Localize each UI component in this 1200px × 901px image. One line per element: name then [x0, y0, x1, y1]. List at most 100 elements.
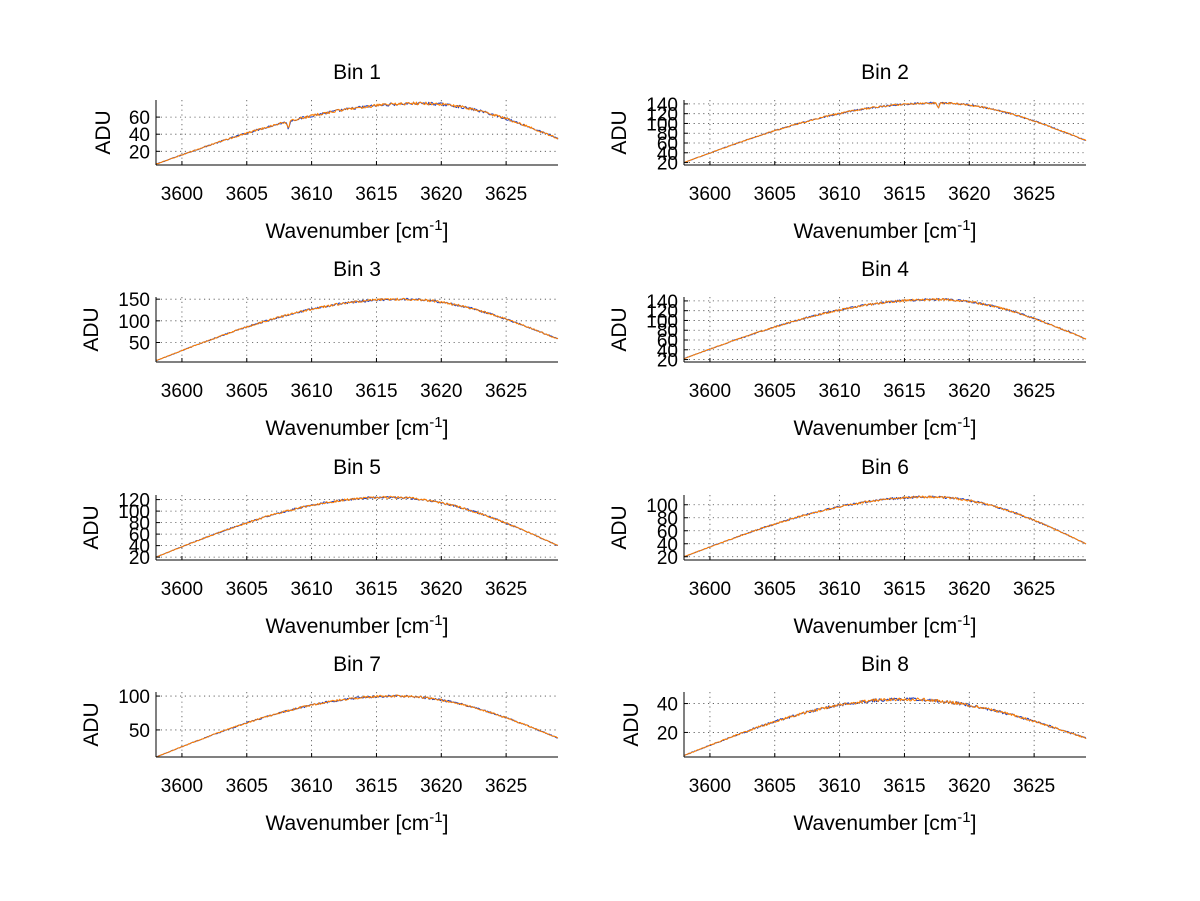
- x-axis-label-main: Wavenumber [cm: [266, 417, 430, 440]
- x-axis-label-close: ]: [443, 417, 449, 440]
- x-tick-label: 3615: [883, 381, 925, 402]
- x-axis-label: Wavenumber [cm-1]: [266, 809, 449, 835]
- y-tick-label: 120: [646, 105, 678, 126]
- x-axis-label-superscript: -1: [957, 414, 970, 431]
- x-tick-label: 3625: [485, 381, 527, 402]
- series-line-2: [155, 495, 559, 558]
- y-tick-label: 150: [118, 290, 150, 311]
- series-line-1: [155, 496, 559, 558]
- x-axis-label-main: Wavenumber [cm: [794, 417, 958, 440]
- x-tick-label: 3600: [689, 184, 731, 205]
- y-tick-label: 20: [129, 142, 150, 163]
- x-tick-label: 3600: [161, 184, 203, 205]
- x-tick-label: 3620: [420, 184, 462, 205]
- x-tick-label: 3615: [355, 381, 397, 402]
- x-axis-label-superscript: -1: [957, 809, 970, 826]
- subplot-8: Bin 8 3600 3605 3610 3615 3620 3625 20 40 Wavenum…: [620, 653, 1087, 835]
- x-tick-label: 3620: [948, 381, 990, 402]
- x-tick-label: 3625: [1013, 579, 1055, 600]
- x-tick-label: 3625: [485, 579, 527, 600]
- x-tick-label: 3610: [290, 184, 332, 205]
- series-line-2: [155, 101, 559, 165]
- y-tick-label: 20: [129, 548, 150, 569]
- x-tick-label: 3620: [420, 579, 462, 600]
- x-axis-label-close: ]: [971, 615, 977, 638]
- subplot-title: Bin 2: [861, 61, 909, 84]
- x-axis-label: Wavenumber [cm-1]: [794, 809, 977, 835]
- x-tick-label: 3615: [355, 579, 397, 600]
- x-tick-label: 3610: [818, 184, 860, 205]
- x-axis-label-close: ]: [971, 417, 977, 440]
- subplot-2: Bin 2 3600 3605 3610 3615 3620 3625 20406080100…: [608, 61, 1087, 243]
- x-tick-label: 3605: [754, 381, 796, 402]
- y-tick-label: 20: [657, 723, 678, 744]
- x-tick-label: 3625: [1013, 184, 1055, 205]
- y-tick-label: 20: [657, 548, 678, 569]
- x-axis-label-main: Wavenumber [cm: [266, 812, 430, 835]
- y-tick-label: 100: [646, 311, 678, 332]
- x-tick-label: 3625: [485, 776, 527, 797]
- y-tick-label: 60: [657, 331, 678, 352]
- y-tick-label: 40: [657, 341, 678, 362]
- x-axis-label-close: ]: [443, 220, 449, 243]
- x-tick-label: 3615: [883, 579, 925, 600]
- x-tick-label: 3610: [290, 579, 332, 600]
- y-tick-label: 20: [657, 154, 678, 175]
- x-axis-label-superscript: -1: [429, 217, 442, 234]
- x-tick-label: 3600: [689, 579, 731, 600]
- y-tick-label: 40: [129, 537, 150, 558]
- y-axis-label: ADU: [80, 702, 103, 746]
- x-tick-label: 3605: [754, 184, 796, 205]
- x-tick-label: 3610: [290, 776, 332, 797]
- subplot-title: Bin 5: [333, 456, 381, 479]
- y-tick-label: 140: [646, 292, 678, 313]
- subplot-title: Bin 3: [333, 258, 381, 281]
- x-axis-label-main: Wavenumber [cm: [794, 220, 958, 243]
- x-tick-label: 3610: [818, 579, 860, 600]
- x-axis-label-superscript: -1: [957, 217, 970, 234]
- subplot-4: Bin 4 3600 3605 3610 3615 3620 3625 20406080100…: [608, 258, 1087, 440]
- y-tick-label: 120: [118, 491, 150, 512]
- y-tick-label: 40: [129, 125, 150, 146]
- x-tick-label: 3615: [355, 776, 397, 797]
- subplot-title: Bin 4: [861, 258, 909, 281]
- y-axis-label: ADU: [620, 702, 643, 746]
- x-tick-label: 3605: [754, 776, 796, 797]
- series-line-2: [155, 694, 559, 758]
- x-axis-label-main: Wavenumber [cm: [794, 812, 958, 835]
- subplot-title: Bin 1: [333, 61, 381, 84]
- x-axis-label-superscript: -1: [957, 612, 970, 629]
- x-tick-label: 3605: [226, 776, 268, 797]
- x-tick-label: 3605: [754, 579, 796, 600]
- x-tick-label: 3610: [818, 776, 860, 797]
- subplot-title: Bin 7: [333, 653, 381, 676]
- x-tick-label: 3620: [948, 184, 990, 205]
- y-tick-label: 20: [657, 351, 678, 372]
- x-tick-label: 3625: [485, 184, 527, 205]
- series-line-2: [683, 101, 1087, 163]
- x-axis-label: Wavenumber [cm-1]: [794, 612, 977, 638]
- series-line-2: [683, 697, 1087, 756]
- x-axis-label-superscript: -1: [429, 612, 442, 629]
- subplot-7: Bin 7 3600 3605 3610 3615 3620 3625 50 100 Wavenu…: [80, 653, 559, 835]
- series-line-2: [683, 297, 1087, 359]
- x-axis-label: Wavenumber [cm-1]: [794, 217, 977, 243]
- y-tick-label: 40: [657, 695, 678, 716]
- x-axis-label-close: ]: [971, 812, 977, 835]
- x-tick-label: 3600: [161, 776, 203, 797]
- y-tick-label: 80: [657, 321, 678, 342]
- subplot-6: Bin 6 3600 3605 3610 3615 3620 3625 20406080100…: [608, 456, 1087, 638]
- subplot-title: Bin 8: [861, 653, 909, 676]
- y-tick-label: 80: [657, 124, 678, 145]
- x-axis-label-main: Wavenumber [cm: [266, 615, 430, 638]
- x-tick-label: 3600: [689, 381, 731, 402]
- subplot-title: Bin 6: [861, 456, 909, 479]
- x-tick-label: 3620: [948, 579, 990, 600]
- y-tick-label: 140: [646, 95, 678, 116]
- x-tick-label: 3620: [420, 776, 462, 797]
- series-line-1: [683, 101, 1087, 163]
- x-tick-label: 3600: [161, 381, 203, 402]
- y-tick-label: 50: [129, 334, 150, 355]
- y-tick-label: 80: [657, 509, 678, 530]
